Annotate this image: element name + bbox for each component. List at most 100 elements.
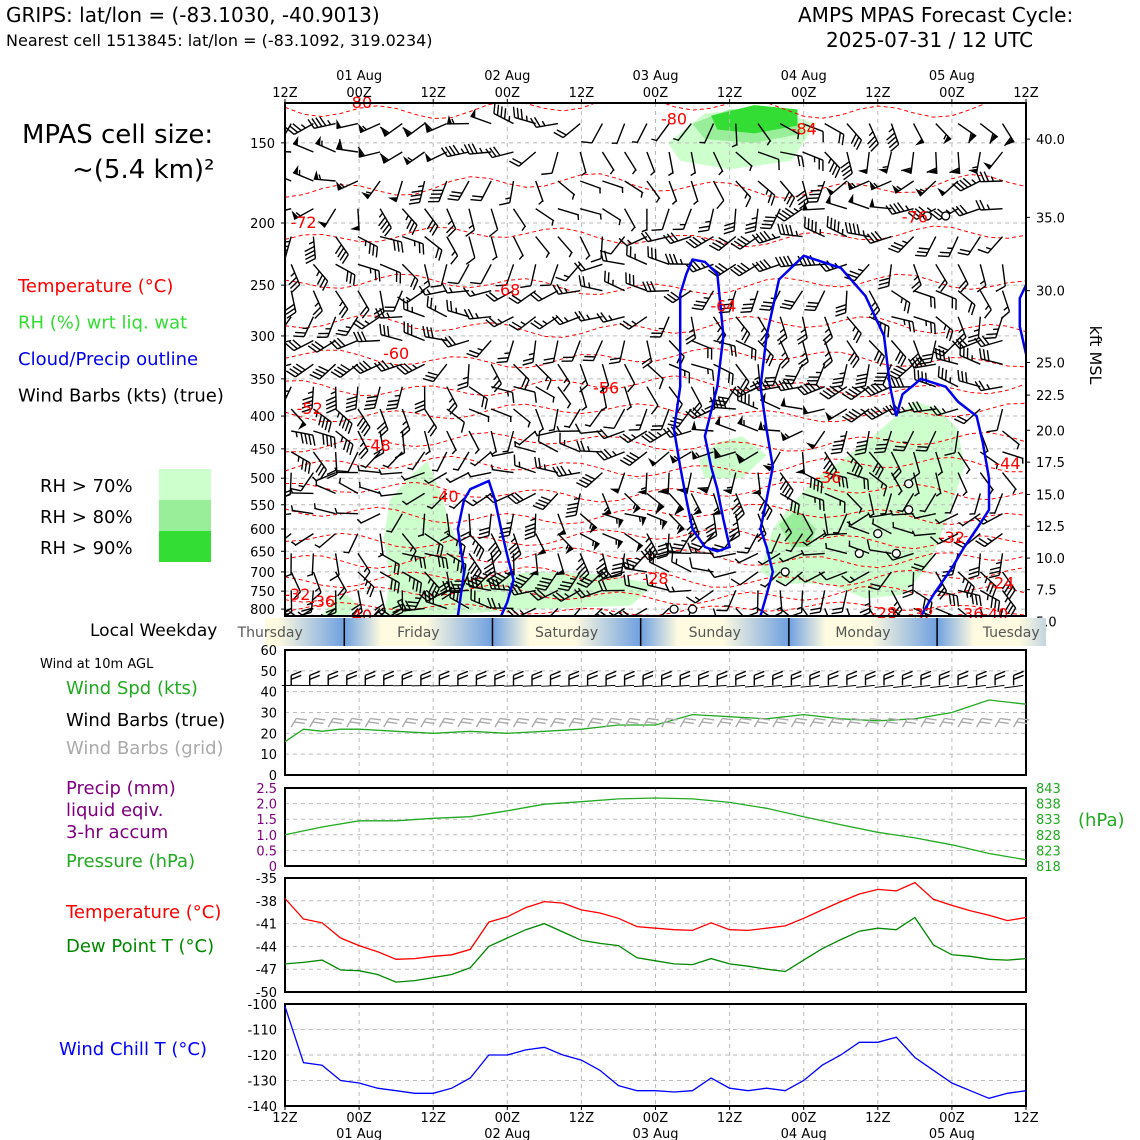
barb-full (311, 343, 321, 351)
barb-full (962, 177, 972, 187)
barb-staff (961, 513, 981, 527)
barb-half (824, 352, 830, 357)
barb-half (415, 597, 421, 600)
barb-full (782, 255, 790, 267)
barb-full (427, 423, 435, 434)
barb-full (576, 582, 587, 588)
barb-staff (690, 180, 699, 203)
barb-full (449, 586, 453, 598)
barb-full (406, 299, 409, 311)
barb-half (727, 298, 734, 301)
barb-full (457, 674, 469, 681)
wind-barb (285, 492, 292, 504)
y-tick-label: 600 (250, 523, 275, 538)
barb-staff (557, 180, 576, 196)
barb-staff (785, 571, 803, 587)
wind-barb (386, 386, 403, 411)
wind-barb (470, 263, 492, 285)
barb-full (907, 212, 918, 220)
barb-full (530, 322, 540, 330)
barb-flag (780, 396, 786, 407)
barb-full (883, 324, 886, 336)
kft-tick-label: 17.5 (1036, 456, 1065, 471)
barb-staff (602, 513, 624, 522)
barb-full (722, 717, 734, 721)
bottom-hour-label: 12Z (272, 1111, 298, 1126)
barb-staff (1001, 123, 1015, 143)
station-marker (780, 567, 790, 577)
barb-staff (714, 422, 737, 432)
wind-barb (831, 590, 848, 615)
wind-barb (290, 472, 314, 492)
wind-barb (867, 571, 892, 591)
barb-full (978, 336, 986, 346)
barb-full (776, 333, 787, 342)
barb-flag (902, 168, 912, 174)
barb-full (661, 670, 672, 677)
top-hour-label: 12Z (717, 86, 743, 101)
barb-full (907, 358, 915, 369)
barb-full (330, 371, 341, 378)
wind-barb (779, 290, 804, 310)
weekday-cell (492, 618, 641, 646)
barb-full (426, 219, 434, 230)
barb-full (578, 275, 582, 287)
barb-staff (802, 552, 825, 556)
barb-staff (557, 363, 571, 384)
barb-full (748, 394, 750, 406)
barb-full (334, 244, 342, 255)
barb-full (496, 104, 500, 116)
barb-staff (580, 430, 603, 434)
barb-full (457, 670, 469, 677)
wind-barb (565, 607, 581, 616)
barb-baseline (948, 684, 968, 689)
barb-full (422, 243, 425, 255)
barb-full (940, 282, 948, 293)
wind-barb-grid (623, 717, 641, 728)
barb-full (818, 158, 820, 170)
wind-barb (716, 590, 737, 612)
barb-half (356, 518, 362, 524)
barb-full (599, 384, 610, 393)
barb-full (536, 717, 548, 721)
barb-full (963, 717, 974, 721)
barb-full (692, 236, 702, 245)
wind-barb (888, 236, 915, 254)
wind-barb (824, 608, 834, 616)
barb-full (474, 577, 479, 589)
wind-barb (290, 571, 302, 601)
barb-full (511, 608, 520, 616)
barb-staff (359, 122, 381, 134)
barb-full (534, 391, 537, 403)
barb-staff (626, 235, 648, 247)
barb-full (407, 323, 409, 334)
barb-full (411, 190, 423, 194)
wind-barb (418, 285, 447, 296)
barb-full (405, 721, 417, 725)
barb-full (1016, 721, 1028, 725)
wind-barb (705, 513, 718, 542)
barb-full (848, 222, 853, 234)
wind-barb (508, 316, 537, 331)
cloud-outline (672, 258, 732, 553)
y-tick-label: 350 (250, 373, 275, 388)
barb-half (482, 572, 488, 577)
barb-full (809, 477, 813, 488)
kft-tick-label: 35.0 (1036, 211, 1065, 226)
wind-barb (599, 249, 625, 265)
barb-half (443, 529, 450, 534)
barb-staff (912, 451, 921, 474)
barb-full (582, 476, 593, 483)
barb-full (742, 303, 754, 306)
wind-barb-grid (401, 717, 419, 728)
barb-half (900, 297, 903, 304)
barb-half (487, 416, 490, 423)
wind-barb (867, 512, 892, 518)
barb-half (316, 270, 320, 277)
wind-barb (357, 571, 375, 598)
barb-full (495, 578, 501, 590)
wind-barb (491, 386, 515, 404)
barb-full (264, 360, 270, 371)
wind-barb (618, 607, 648, 616)
wind-barb (601, 151, 615, 175)
